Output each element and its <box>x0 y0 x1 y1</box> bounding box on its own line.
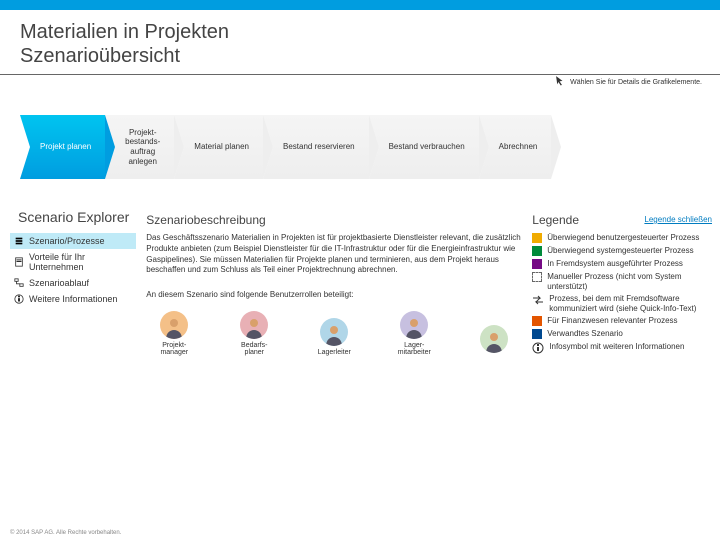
flow-icon <box>14 278 24 288</box>
avatar <box>480 325 508 353</box>
avatar <box>320 318 348 346</box>
flow-step[interactable]: Bestand reservieren <box>263 115 369 179</box>
legend-row: Infosymbol mit weiteren Informationen <box>532 342 712 354</box>
avatar <box>240 311 268 339</box>
legend-close-link[interactable]: Legende schließen <box>644 215 712 224</box>
role: Projekt-manager <box>146 311 202 356</box>
scenario-description: Szenariobeschreibung Das Geschäftsszenar… <box>146 199 522 357</box>
legend-row: In Fremdsystem ausgeführter Prozess <box>532 259 712 269</box>
legend-row: Verwandtes Szenario <box>532 329 712 339</box>
legend-swatch <box>532 272 542 282</box>
info-icon <box>532 342 544 354</box>
description-heading: Szenariobeschreibung <box>146 213 522 227</box>
avatar <box>160 311 188 339</box>
legend-panel: Legende Legende schließen Überwiegend be… <box>532 199 712 357</box>
pointer-icon <box>552 75 566 89</box>
avatar <box>400 311 428 339</box>
page-header: Materialien in Projekten Szenarioübersic… <box>0 10 720 75</box>
legend-row: Überwiegend systemgesteuerter Prozess <box>532 246 712 256</box>
footer-copyright: © 2014 SAP AG. Alle Rechte vorbehalten. <box>10 530 121 536</box>
legend-row: Manueller Prozess (nicht vom System unte… <box>532 272 712 291</box>
description-body: Das Geschäftsszenario Materialien in Pro… <box>146 233 522 276</box>
flow-step[interactable]: Projekt planen <box>20 115 105 179</box>
flow-step[interactable]: Bestand verbrauchen <box>369 115 479 179</box>
explorer-item[interactable]: Weitere Informationen <box>10 291 136 307</box>
explorer-item[interactable]: Szenarioablauf <box>10 275 136 291</box>
role: Lagerleiter <box>306 318 362 356</box>
legend-row: Für Finanzwesen relevanter Prozess <box>532 316 712 326</box>
scenario-explorer: Scenario Explorer Szenario/ProzesseVorte… <box>10 199 136 357</box>
doc-icon <box>14 257 24 267</box>
legend-swatch <box>532 246 542 256</box>
arrows-icon <box>532 294 544 306</box>
hint-text: Wählen Sie für Details die Grafikelement… <box>552 75 702 89</box>
roles-intro: An diesem Szenario sind folgende Benutze… <box>146 290 522 301</box>
flow-step[interactable]: Abrechnen <box>479 115 552 179</box>
legend-swatch <box>532 316 542 326</box>
role: Bedarfs-planer <box>226 311 282 356</box>
legend-swatch <box>532 259 542 269</box>
explorer-item[interactable]: Vorteile für Ihr Unternehmen <box>10 249 136 275</box>
explorer-item[interactable]: Szenario/Prozesse <box>10 233 136 249</box>
explorer-title: Scenario Explorer <box>18 209 136 225</box>
legend-swatch <box>532 233 542 243</box>
info-icon <box>14 294 24 304</box>
list-icon <box>14 236 24 246</box>
flow-step[interactable]: Projekt-bestands-auftraganlegen <box>105 115 174 179</box>
role: Lager-mitarbeiter <box>386 311 442 356</box>
flow-step[interactable]: Material planen <box>174 115 263 179</box>
role <box>466 325 522 356</box>
legend-swatch <box>532 329 542 339</box>
page-title: Materialien in Projekten Szenarioübersic… <box>20 20 700 68</box>
legend-row: Überwiegend benutzergesteuerter Prozess <box>532 233 712 243</box>
legend-row: Prozess, bei dem mit Fremdsoftware kommu… <box>532 294 712 313</box>
process-flow: Projekt planenProjekt-bestands-auftragan… <box>0 75 720 199</box>
top-accent-bar <box>0 0 720 10</box>
